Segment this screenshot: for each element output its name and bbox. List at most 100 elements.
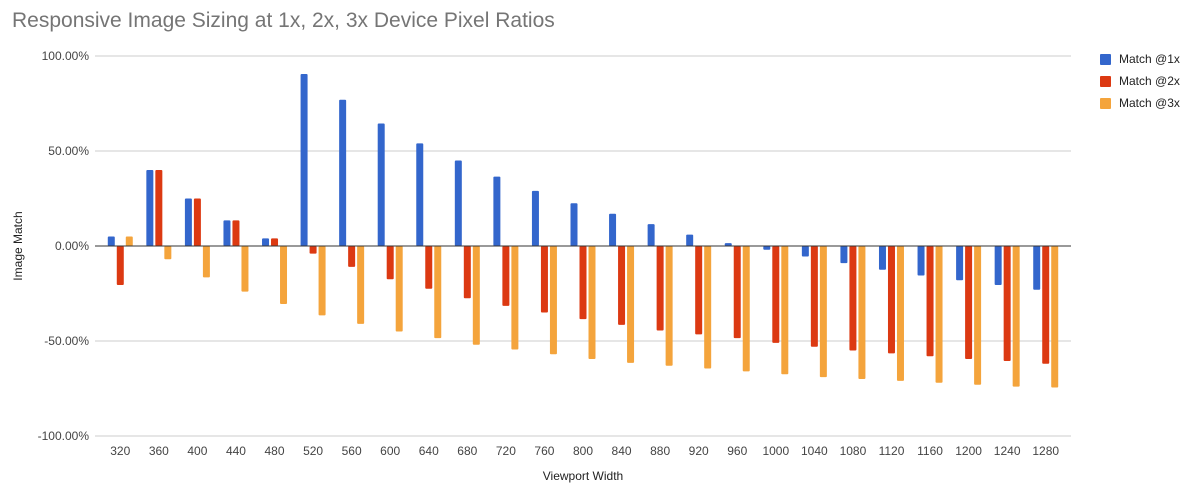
bar	[695, 246, 703, 335]
x-tick-label: 1000	[762, 444, 789, 458]
x-tick-label: 960	[727, 444, 747, 458]
bar	[540, 246, 548, 313]
legend-swatch	[1100, 53, 1111, 65]
bar	[146, 170, 154, 246]
bar	[772, 246, 780, 343]
bar	[896, 246, 904, 381]
x-tick-label: 920	[689, 444, 709, 458]
bar	[125, 236, 133, 246]
bar	[262, 238, 270, 246]
bar	[781, 246, 789, 375]
x-tick-label: 520	[303, 444, 323, 458]
y-tick-label: 100.00%	[42, 49, 90, 63]
bar	[704, 246, 712, 369]
legend-item: Match @3x	[1100, 92, 1180, 114]
legend-label: Match @2x	[1119, 74, 1180, 88]
bar	[1042, 246, 1050, 364]
x-tick-label: 720	[496, 444, 516, 458]
y-tick-label: -100.00%	[38, 429, 90, 443]
bar	[318, 246, 326, 316]
bar	[155, 170, 163, 246]
bar	[116, 246, 124, 285]
x-tick-label: 1280	[1032, 444, 1059, 458]
bar	[357, 246, 365, 324]
bar	[665, 246, 673, 366]
bar	[531, 190, 539, 246]
legend-item: Match @2x	[1100, 70, 1180, 92]
x-tick-label: 1240	[994, 444, 1021, 458]
x-tick-label: 480	[265, 444, 285, 458]
legend-item: Match @1x	[1100, 48, 1180, 70]
x-tick-label: 1040	[801, 444, 828, 458]
bar	[878, 246, 886, 270]
bar	[395, 246, 403, 332]
bar	[502, 246, 510, 306]
x-axis-title: Viewport Width	[543, 469, 623, 483]
bar	[627, 246, 635, 363]
bar	[425, 246, 433, 289]
bar	[656, 246, 664, 331]
chart-title: Responsive Image Sizing at 1x, 2x, 3x De…	[12, 9, 555, 32]
bar	[511, 246, 519, 350]
bar	[377, 123, 385, 246]
bar	[887, 246, 895, 354]
bar	[549, 246, 557, 355]
gridlines	[95, 55, 1071, 437]
y-tick-label: 0.00%	[55, 239, 89, 253]
bar	[300, 74, 308, 246]
bar	[588, 246, 596, 360]
x-tick-label: 760	[534, 444, 554, 458]
bar	[763, 246, 771, 250]
bar	[686, 234, 694, 246]
x-tick-label: 880	[650, 444, 670, 458]
x-tick-label: 1200	[955, 444, 982, 458]
x-tick-label: 560	[342, 444, 362, 458]
bar	[742, 246, 750, 372]
legend-swatch	[1100, 97, 1111, 109]
bar	[810, 246, 818, 347]
bar	[935, 246, 943, 383]
bar	[926, 246, 934, 357]
bar	[416, 143, 424, 246]
bar	[223, 220, 231, 246]
bar	[801, 246, 809, 257]
legend-swatch	[1100, 75, 1111, 87]
bar	[917, 246, 925, 276]
bar	[434, 246, 442, 339]
bar	[965, 246, 973, 360]
bar	[241, 246, 249, 292]
bar	[493, 176, 501, 246]
bar	[1003, 246, 1011, 361]
x-tick-label: 1120	[879, 444, 905, 458]
legend: Match @1x Match @2x Match @3x	[1100, 48, 1180, 114]
bar	[309, 246, 317, 254]
x-tick-label: 1080	[840, 444, 867, 458]
bar	[184, 198, 192, 246]
bars	[107, 74, 1059, 388]
bar	[107, 236, 115, 246]
bar	[840, 246, 848, 264]
x-tick-label: 400	[187, 444, 207, 458]
bar	[733, 246, 741, 339]
y-tick-label: 50.00%	[48, 144, 89, 158]
bar	[579, 246, 587, 320]
bar	[956, 246, 964, 281]
legend-label: Match @1x	[1119, 52, 1180, 66]
legend-label: Match @3x	[1119, 96, 1180, 110]
bar	[1033, 246, 1041, 290]
bar	[647, 224, 655, 246]
x-tick-label: 360	[149, 444, 169, 458]
bar	[454, 160, 462, 246]
y-tick-label: -50.00%	[44, 334, 89, 348]
x-tick-label: 840	[612, 444, 632, 458]
x-tick-label: 320	[110, 444, 130, 458]
bar	[609, 213, 617, 246]
bar	[164, 246, 172, 260]
bar	[1012, 246, 1020, 387]
bar	[1051, 246, 1059, 388]
x-tick-label: 1160	[917, 444, 943, 458]
bar	[202, 246, 210, 278]
bar	[193, 198, 201, 246]
bar	[271, 238, 279, 246]
